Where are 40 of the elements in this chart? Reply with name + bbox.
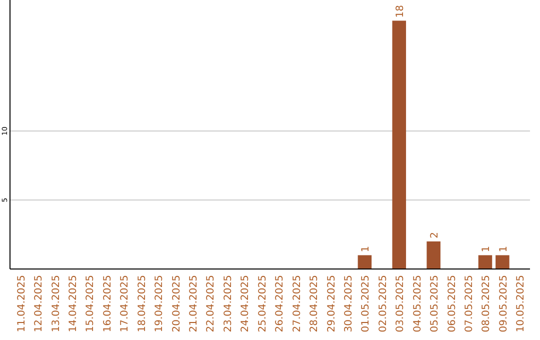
x-tick-label: 16.04.2025 xyxy=(102,275,114,332)
x-tick-label: 28.04.2025 xyxy=(309,275,320,332)
x-tick-label: 08.05.2025 xyxy=(481,275,492,332)
x-tick-label: 23.04.2025 xyxy=(222,275,234,332)
data-label: 1 xyxy=(360,246,372,252)
x-tick-label: 04.05.2025 xyxy=(412,275,424,332)
x-tick-label: 14.04.2025 xyxy=(68,275,79,332)
x-tick-label: 11.04.2025 xyxy=(16,275,28,332)
bar xyxy=(392,20,406,269)
bar xyxy=(358,255,372,269)
bar xyxy=(426,241,440,269)
data-label: 1 xyxy=(481,246,492,252)
x-tick-label: 19.04.2025 xyxy=(154,275,166,332)
bar xyxy=(496,255,510,269)
x-tick-label: 12.04.2025 xyxy=(34,275,45,332)
x-tick-label: 25.04.2025 xyxy=(257,275,268,332)
x-tick-label: 01.05.2025 xyxy=(360,275,372,332)
x-tick-label: 24.04.2025 xyxy=(240,275,252,332)
data-label: 18 xyxy=(395,4,406,18)
x-tick-label: 15.04.2025 xyxy=(85,275,96,332)
x-tick-label: 29.04.2025 xyxy=(326,275,338,332)
x-tick-label: 13.04.2025 xyxy=(50,275,62,332)
x-tick-label: 02.05.2025 xyxy=(378,275,389,332)
x-tick-label: 06.05.2025 xyxy=(446,275,458,332)
x-tick-label: 03.05.2025 xyxy=(395,275,406,332)
data-label: 1 xyxy=(498,246,510,252)
x-tick-label: 30.04.2025 xyxy=(343,275,354,332)
x-tick-label: 18.04.2025 xyxy=(136,275,148,332)
x-tick-label: 20.04.2025 xyxy=(171,275,182,332)
data-label: 2 xyxy=(430,232,441,238)
x-tick-label: 26.04.2025 xyxy=(274,275,286,332)
x-tick-label: 22.04.2025 xyxy=(206,275,217,332)
x-tick-label: 09.05.2025 xyxy=(498,275,510,332)
x-tick-label: 27.04.2025 xyxy=(292,275,303,332)
x-tick-label: 17.04.2025 xyxy=(120,275,131,332)
x-tick-label: 10.05.2025 xyxy=(516,275,527,332)
x-tick-label: 21.04.2025 xyxy=(188,275,200,332)
bar xyxy=(478,255,492,269)
x-tick-label: 05.05.2025 xyxy=(430,275,441,332)
x-tick-label: 07.05.2025 xyxy=(464,275,476,332)
